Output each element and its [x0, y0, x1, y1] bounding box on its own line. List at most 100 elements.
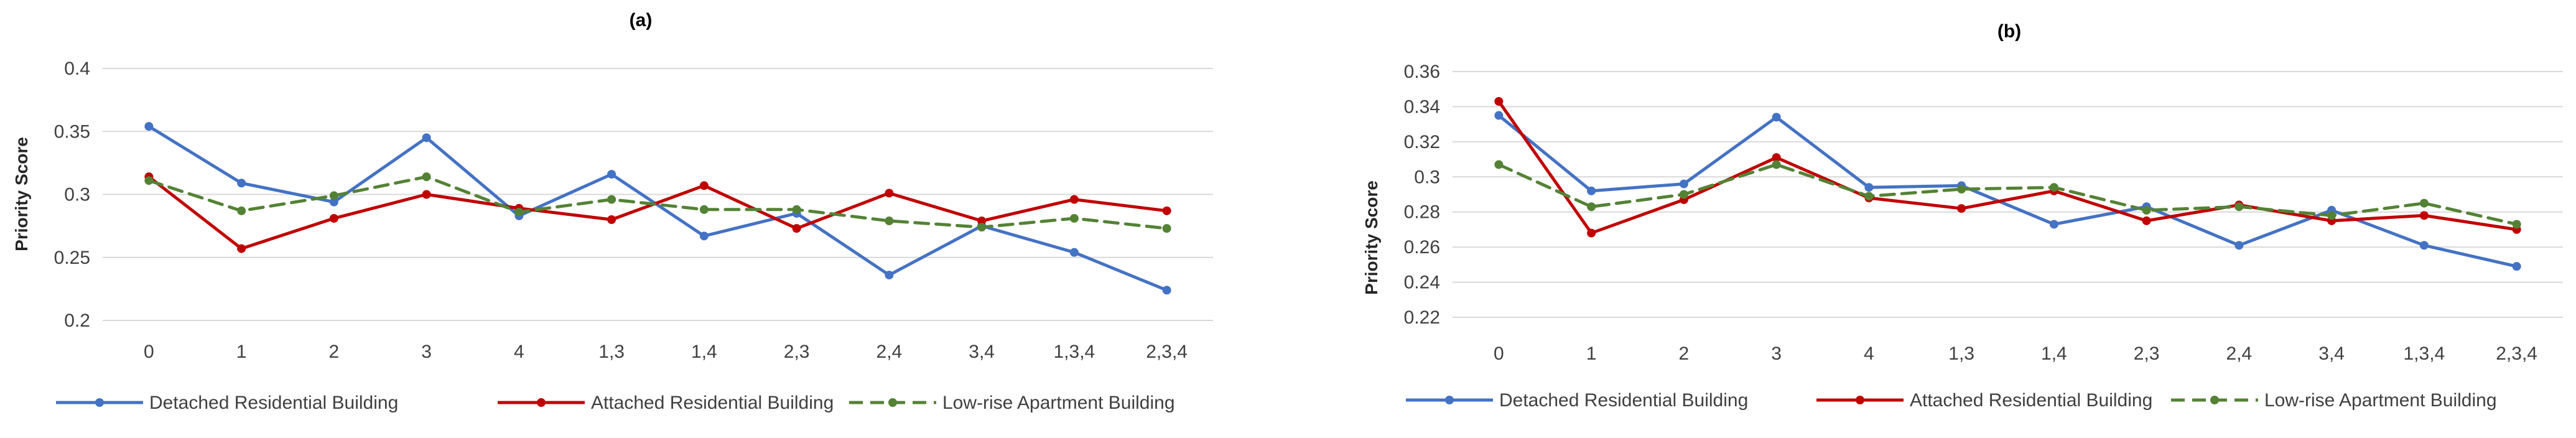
- legend-label: Low-rise Apartment Building: [942, 393, 1175, 413]
- x-tick-label: 3,4: [2318, 343, 2345, 364]
- chart-b-svg: (b) Priority Score 0.22 0.24 0.26 0.28 0.3 0.…: [1362, 21, 2563, 411]
- data-point-attached-residential-building: [1162, 206, 1171, 215]
- data-point-low-rise-apartment-building: [792, 205, 801, 214]
- data-point-detached-residential-building: [2512, 262, 2521, 271]
- x-tick-label: 1,3: [598, 342, 625, 362]
- x-tick-label: 2,3,4: [1146, 342, 1188, 362]
- data-point-low-rise-apartment-building: [2327, 211, 2337, 220]
- data-point-low-rise-apartment-building: [2049, 183, 2058, 192]
- data-point-detached-residential-building: [1069, 248, 1079, 257]
- data-point-detached-residential-building: [607, 170, 616, 179]
- data-point-low-rise-apartment-building: [607, 195, 616, 204]
- data-point-low-rise-apartment-building: [1772, 160, 1781, 169]
- chart-panel-b: (b) Priority Score 0.22 0.24 0.26 0.28 0.3 0.…: [1350, 0, 2576, 438]
- legend-marker-low-rise-apartment-building: [888, 398, 897, 407]
- data-point-detached-residential-building: [2234, 241, 2244, 250]
- legend-marker-attached-residential-building: [537, 398, 546, 407]
- x-tick-label: 3: [421, 342, 432, 362]
- data-point-attached-residential-building: [2419, 211, 2429, 220]
- data-point-detached-residential-building: [2419, 241, 2429, 250]
- series-line-detached-residential-building: [1497, 114, 2519, 268]
- x-tick-label: 4: [1864, 343, 1874, 364]
- data-point-low-rise-apartment-building: [1494, 160, 1504, 169]
- data-point-low-rise-apartment-building: [514, 207, 524, 217]
- data-point-detached-residential-building: [144, 122, 154, 131]
- legend-marker-low-rise-apartment-building: [2210, 396, 2219, 404]
- data-point-low-rise-apartment-building: [699, 205, 709, 214]
- x-tick-label: 2,4: [876, 342, 903, 362]
- y-tick-label: 0.25: [54, 248, 90, 268]
- x-tick-label: 1,3,4: [1054, 342, 1095, 362]
- y-tick-label: 0.22: [1404, 307, 1440, 328]
- data-point-attached-residential-building: [699, 181, 709, 190]
- x-tick-label: 2: [1679, 343, 1690, 364]
- data-point-detached-residential-building: [329, 197, 338, 207]
- y-tick-label: 0.3: [64, 185, 90, 205]
- data-point-attached-residential-building: [607, 215, 616, 224]
- y-tick-label: 0.2: [64, 310, 90, 331]
- x-tick-label: 1,3,4: [2404, 343, 2445, 364]
- data-point-low-rise-apartment-building: [885, 217, 894, 226]
- y-tick-label: 0.35: [54, 121, 90, 142]
- x-tick-label: 4: [514, 342, 524, 362]
- data-point-low-rise-apartment-building: [2234, 202, 2244, 212]
- data-point-low-rise-apartment-building: [144, 176, 154, 185]
- legend-marker-detached-residential-building: [95, 398, 104, 407]
- legend-marker-attached-residential-building: [1856, 396, 1864, 404]
- data-point-attached-residential-building: [422, 190, 431, 199]
- x-tick-label: 0: [1494, 343, 1504, 364]
- data-point-low-rise-apartment-building: [977, 223, 987, 232]
- y-tick-label: 0.28: [1404, 202, 1440, 223]
- x-tick-label: 1: [1586, 343, 1597, 364]
- series-line-attached-residential-building: [1497, 100, 2519, 235]
- data-point-attached-residential-building: [1069, 195, 1079, 204]
- legend-marker-detached-residential-building: [1445, 396, 1454, 404]
- x-tick-label: 3: [1771, 343, 1782, 364]
- chart-a-svg: (a) Priority Score 0.2 0.25 0.3 0.35 0.4 0 1 2 3…: [12, 10, 1213, 413]
- x-tick-label: 2,4: [2226, 343, 2253, 364]
- data-point-low-rise-apartment-building: [1957, 185, 1966, 194]
- data-point-detached-residential-building: [1679, 179, 1688, 189]
- data-point-detached-residential-building: [1864, 183, 1874, 192]
- data-point-low-rise-apartment-building: [1587, 202, 1596, 212]
- data-point-attached-residential-building: [977, 217, 987, 226]
- y-tick-label: 0.24: [1404, 273, 1440, 293]
- data-point-detached-residential-building: [237, 179, 246, 188]
- data-point-low-rise-apartment-building: [1162, 224, 1171, 233]
- legend-label: Detached Residential Building: [149, 393, 398, 413]
- data-point-attached-residential-building: [1957, 204, 1966, 213]
- y-tick-label: 0.32: [1404, 132, 1440, 152]
- data-point-detached-residential-building: [1587, 186, 1596, 195]
- x-tick-label: 3,4: [969, 342, 995, 362]
- legend-label: Detached Residential Building: [1499, 390, 1748, 411]
- data-point-low-rise-apartment-building: [422, 172, 431, 182]
- data-point-attached-residential-building: [792, 224, 801, 233]
- legend-label: Attached Residential Building: [591, 393, 834, 413]
- series-line-detached-residential-building: [147, 124, 1169, 292]
- y-tick-label: 0.26: [1404, 237, 1440, 258]
- data-point-low-rise-apartment-building: [1864, 192, 1874, 201]
- data-point-detached-residential-building: [422, 133, 431, 142]
- data-point-detached-residential-building: [1162, 286, 1171, 295]
- chart-title: (b): [1997, 21, 2021, 42]
- chart-title: (a): [630, 10, 653, 30]
- data-point-attached-residential-building: [2142, 216, 2151, 225]
- legend-label: Attached Residential Building: [1910, 390, 2152, 411]
- data-point-detached-residential-building: [699, 231, 709, 241]
- x-tick-label: 1: [236, 342, 247, 362]
- series-line-low-rise-apartment-building: [147, 175, 1169, 230]
- x-tick-label: 2,3: [784, 342, 810, 362]
- y-tick-label: 0.3: [1414, 167, 1440, 187]
- data-point-attached-residential-building: [1587, 228, 1596, 238]
- x-tick-label: 1,4: [2041, 343, 2067, 364]
- data-point-low-rise-apartment-building: [329, 191, 338, 200]
- data-point-detached-residential-building: [1494, 111, 1504, 120]
- legend-label: Low-rise Apartment Building: [2264, 390, 2497, 411]
- series-line-low-rise-apartment-building: [1497, 163, 2519, 226]
- y-axis-label: Priority Score: [12, 137, 31, 251]
- series-line-attached-residential-building: [147, 175, 1169, 251]
- x-tick-label: 1,4: [691, 342, 717, 362]
- x-tick-label: 1,3: [1948, 343, 1974, 364]
- y-tick-label: 0.4: [64, 58, 90, 79]
- data-point-low-rise-apartment-building: [1679, 190, 1688, 199]
